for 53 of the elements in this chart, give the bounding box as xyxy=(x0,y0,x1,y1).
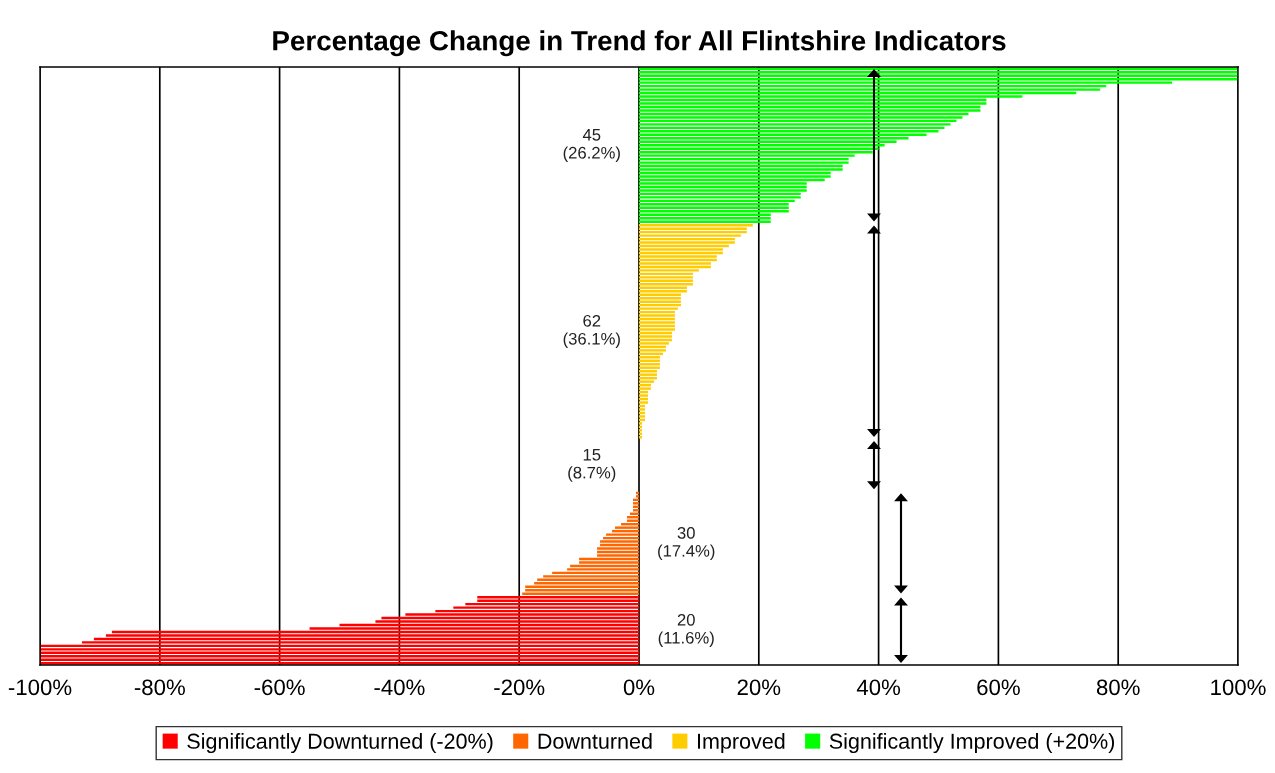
bar xyxy=(639,196,801,199)
annotation: 15 (8.7%) xyxy=(568,448,616,482)
bar xyxy=(639,408,645,411)
bar xyxy=(639,102,987,105)
x-tick-label: -80% xyxy=(134,679,185,696)
bar xyxy=(639,387,651,390)
bar xyxy=(639,314,675,317)
bar xyxy=(639,189,807,192)
bar xyxy=(639,307,678,310)
legend-label: Downturned xyxy=(538,733,652,749)
bar xyxy=(639,401,648,404)
x-tick-label: -100% xyxy=(8,679,72,696)
annotation: 62 (36.1%) xyxy=(563,314,620,348)
x-tick-label: 20% xyxy=(737,679,781,696)
x-tick-label: 100% xyxy=(1211,679,1266,696)
annotation: 20 (11.6%) xyxy=(658,613,714,647)
bar xyxy=(639,321,675,324)
bar xyxy=(600,540,639,543)
x-tick-label: 0% xyxy=(623,679,655,696)
x-tick-label: -40% xyxy=(374,679,425,696)
bar xyxy=(639,422,642,425)
bar xyxy=(597,547,639,550)
bar xyxy=(639,161,849,164)
bar xyxy=(639,109,981,112)
bar xyxy=(639,335,672,338)
bar xyxy=(636,495,639,498)
x-tick-label: 80% xyxy=(1096,679,1140,696)
annotation: 45 (26.2%) xyxy=(563,129,620,162)
bar xyxy=(633,502,639,505)
bar xyxy=(639,276,693,279)
bar xyxy=(639,415,645,418)
bar xyxy=(639,168,843,171)
bar xyxy=(615,526,639,529)
bar xyxy=(639,210,789,213)
x-tick-label: -60% xyxy=(254,679,305,696)
x-tick-label: 60% xyxy=(977,679,1020,696)
bar xyxy=(639,283,693,286)
bar xyxy=(40,648,639,651)
legend-label: Significantly Downturned (-20%) xyxy=(187,733,493,754)
bar xyxy=(639,342,669,345)
legend-label: Improved xyxy=(697,733,785,754)
chart-title: Percentage Change in Trend for All Flintshire Indicators xyxy=(273,30,1006,57)
bar xyxy=(639,328,675,331)
annotation: 30 (17.4%) xyxy=(658,527,715,561)
bar xyxy=(639,241,735,244)
bar xyxy=(639,349,666,352)
x-tick-label: 40% xyxy=(856,679,901,696)
bar xyxy=(639,175,831,178)
x-tick-label: -20% xyxy=(494,679,545,696)
legend-label: Significantly Improved (+20%) xyxy=(829,733,1115,754)
bar xyxy=(606,533,639,536)
bar xyxy=(639,394,648,397)
bar xyxy=(639,380,654,383)
